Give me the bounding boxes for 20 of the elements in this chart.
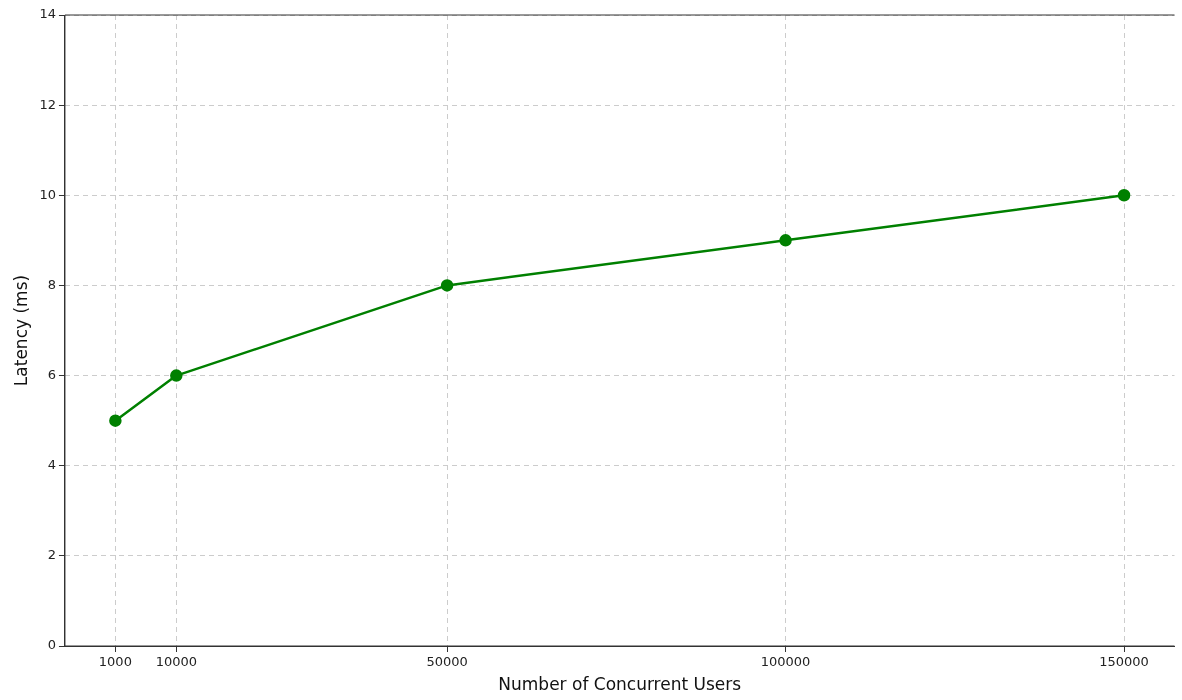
- x-tick-label: 1000: [98, 654, 132, 670]
- point: [440, 279, 454, 292]
- x-tick-label: 10000: [155, 654, 197, 670]
- y-tick-label: 10: [39, 186, 56, 202]
- point: [170, 369, 183, 382]
- point: [1117, 189, 1131, 202]
- y-tick-label: 8: [47, 276, 56, 292]
- y-tick-label: 6: [47, 366, 56, 382]
- y-tick-label: 14: [39, 6, 56, 22]
- y-tick-label: 4: [47, 457, 56, 473]
- y-tick-label: 2: [47, 547, 56, 563]
- y-axis-title: Latency (ms): [10, 274, 31, 387]
- x-axis-title: Number of Concurrent Users: [498, 674, 742, 695]
- y-tick-label: 12: [39, 96, 56, 112]
- point: [109, 414, 122, 427]
- x-tick-label: 150000: [1099, 654, 1149, 670]
- x-tick-label: 50000: [426, 654, 468, 670]
- x-tick-label: 100000: [760, 654, 811, 670]
- y-tick-label: 0: [47, 637, 56, 653]
- point: [779, 234, 792, 247]
